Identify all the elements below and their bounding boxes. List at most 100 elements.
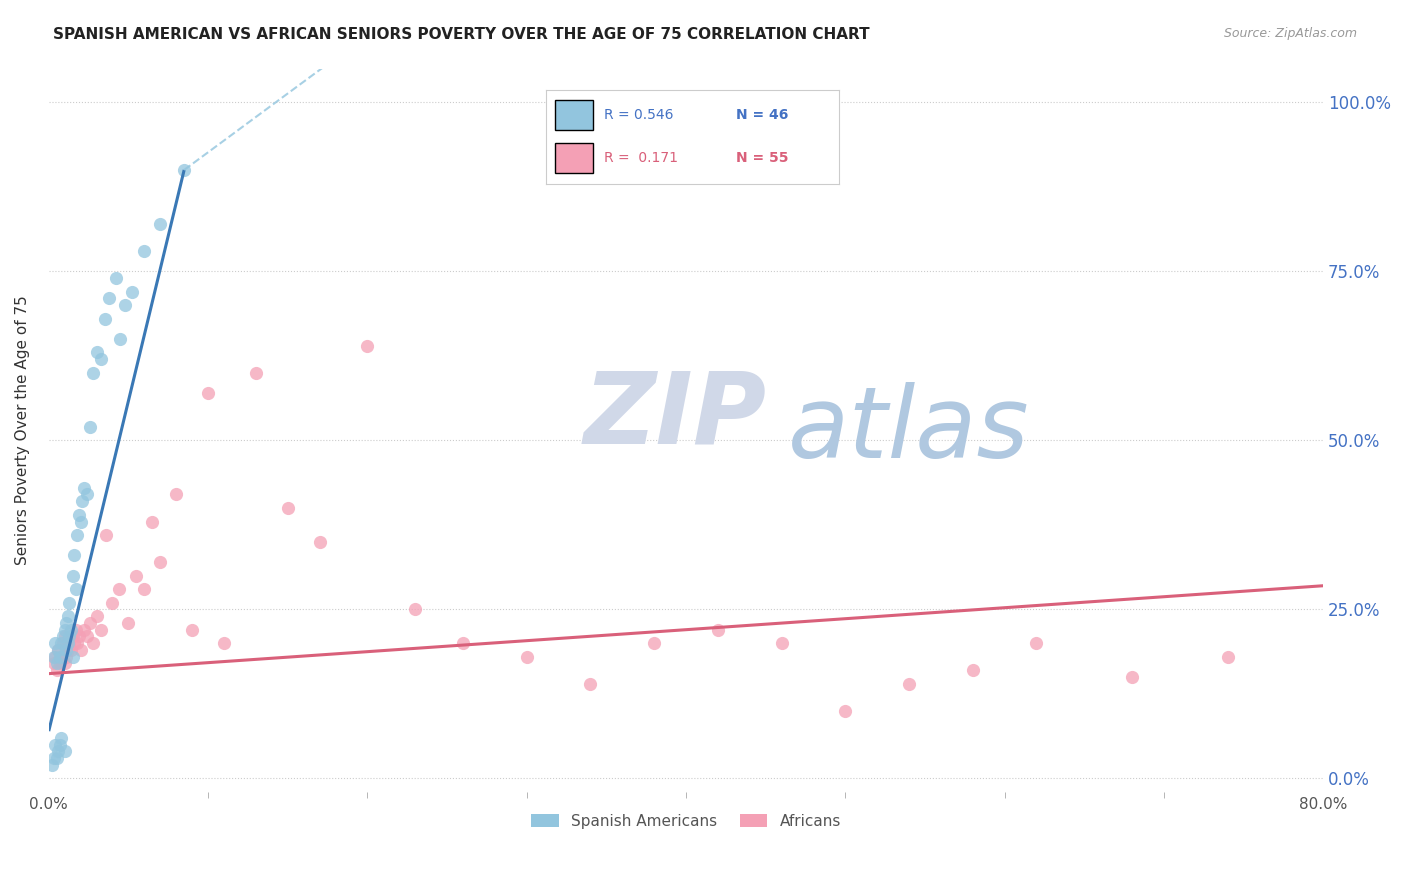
Point <box>45 663 67 677</box>
Point <box>69 643 91 657</box>
Point <box>55 615 77 630</box>
Point <box>117 615 139 630</box>
Point <box>67 508 90 522</box>
Point <box>173 163 195 178</box>
Point <box>121 285 143 299</box>
Point <box>79 420 101 434</box>
Point <box>516 649 538 664</box>
Point <box>58 596 80 610</box>
Point <box>51 649 73 664</box>
Point <box>82 636 104 650</box>
Point <box>60 643 83 657</box>
Point <box>404 602 426 616</box>
Point <box>55 649 77 664</box>
Point <box>60 623 83 637</box>
Point <box>134 582 156 596</box>
Text: atlas: atlas <box>787 382 1029 479</box>
Point <box>308 534 330 549</box>
Point <box>42 751 65 765</box>
Point <box>63 636 86 650</box>
Point <box>53 657 76 671</box>
Point <box>451 636 474 650</box>
Point <box>49 649 72 664</box>
Point <box>76 487 98 501</box>
Point <box>52 636 75 650</box>
Point <box>90 352 112 367</box>
Point <box>67 630 90 644</box>
Point <box>104 271 127 285</box>
Point <box>707 623 730 637</box>
Point <box>44 636 66 650</box>
Point <box>62 568 84 582</box>
Text: Source: ZipAtlas.com: Source: ZipAtlas.com <box>1223 27 1357 40</box>
Point <box>82 366 104 380</box>
Point <box>197 386 219 401</box>
Point <box>41 758 63 772</box>
Point <box>62 630 84 644</box>
Point <box>770 636 793 650</box>
Point <box>1025 636 1047 650</box>
Point <box>79 615 101 630</box>
Point <box>53 630 76 644</box>
Point <box>86 609 108 624</box>
Point <box>62 649 84 664</box>
Point <box>212 636 235 650</box>
Point <box>56 636 79 650</box>
Point <box>141 515 163 529</box>
Point <box>55 643 77 657</box>
Point <box>834 704 856 718</box>
Point <box>101 596 124 610</box>
Point <box>962 663 984 677</box>
Point <box>58 630 80 644</box>
Point <box>65 582 87 596</box>
Point <box>66 528 89 542</box>
Legend: Spanish Americans, Africans: Spanish Americans, Africans <box>524 807 846 835</box>
Point <box>165 487 187 501</box>
Point <box>44 738 66 752</box>
Point <box>46 643 69 657</box>
Point <box>69 515 91 529</box>
Point <box>86 345 108 359</box>
Point <box>897 677 920 691</box>
Point <box>245 366 267 380</box>
Point <box>98 292 121 306</box>
Point <box>49 738 72 752</box>
Point <box>45 657 67 671</box>
Point <box>49 657 72 671</box>
Y-axis label: Seniors Poverty Over the Age of 75: Seniors Poverty Over the Age of 75 <box>15 295 30 566</box>
Point <box>42 657 65 671</box>
Point <box>76 630 98 644</box>
Point <box>579 677 602 691</box>
Point <box>45 751 67 765</box>
Point <box>58 636 80 650</box>
Point <box>73 623 96 637</box>
Point <box>181 623 204 637</box>
Point <box>70 494 93 508</box>
Point <box>46 643 69 657</box>
Point <box>108 582 131 596</box>
Point <box>149 555 172 569</box>
Point <box>94 528 117 542</box>
Point <box>42 649 65 664</box>
Point <box>90 623 112 637</box>
Text: SPANISH AMERICAN VS AFRICAN SENIORS POVERTY OVER THE AGE OF 75 CORRELATION CHART: SPANISH AMERICAN VS AFRICAN SENIORS POVE… <box>53 27 870 42</box>
Point <box>1216 649 1239 664</box>
Point <box>56 643 79 657</box>
Point <box>66 636 89 650</box>
Point <box>65 623 87 637</box>
Point <box>1121 670 1143 684</box>
Point <box>46 744 69 758</box>
Point <box>51 636 73 650</box>
Point <box>114 298 136 312</box>
Point <box>643 636 665 650</box>
Point <box>110 332 132 346</box>
Point <box>56 636 79 650</box>
Point <box>134 244 156 258</box>
Point <box>63 549 86 563</box>
Point <box>356 339 378 353</box>
Point <box>53 623 76 637</box>
Point <box>56 609 79 624</box>
Point <box>125 568 148 582</box>
Point <box>277 500 299 515</box>
Point <box>52 630 75 644</box>
